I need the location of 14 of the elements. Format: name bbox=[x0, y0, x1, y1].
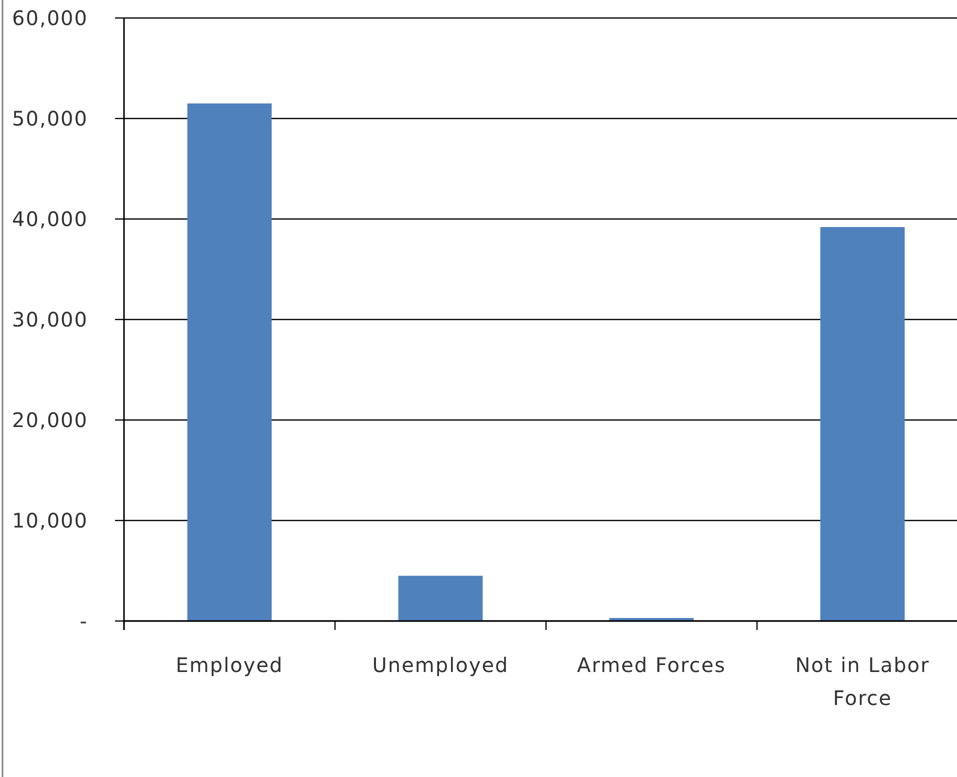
bar bbox=[820, 227, 905, 621]
y-tick-label: 20,000 bbox=[12, 408, 88, 432]
y-tick-label: 50,000 bbox=[12, 106, 88, 130]
x-tick-label: Armed Forces bbox=[577, 653, 726, 677]
x-tick-label: Employed bbox=[176, 653, 284, 677]
x-tick-label: Unemployed bbox=[372, 653, 509, 677]
y-tick-label: 10,000 bbox=[12, 508, 88, 532]
y-tick-label: 30,000 bbox=[12, 308, 88, 332]
x-tick-label: Not in Labor Force bbox=[795, 653, 930, 710]
bar bbox=[187, 103, 272, 621]
y-tick-label: 40,000 bbox=[12, 207, 88, 231]
y-tick-label: - bbox=[80, 609, 88, 633]
y-tick-label: 60,000 bbox=[12, 6, 88, 30]
bar bbox=[398, 576, 483, 621]
